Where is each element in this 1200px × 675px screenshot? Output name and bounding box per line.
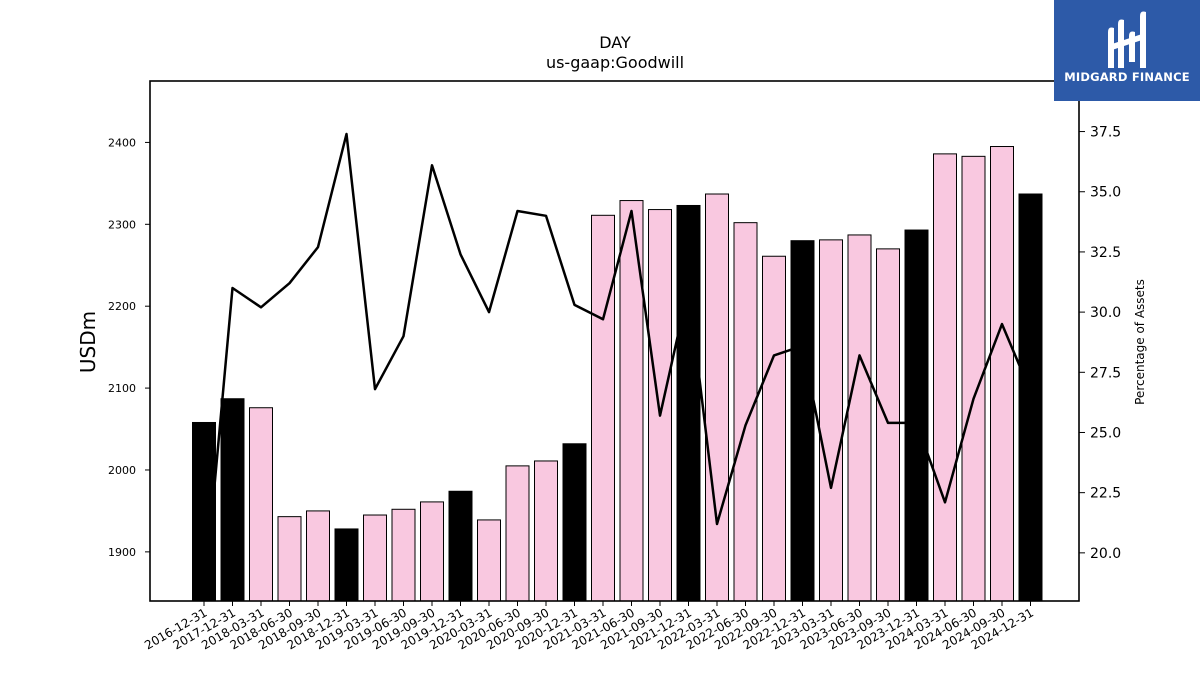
bar-2022-12-31 — [790, 240, 815, 602]
bar-2020-09-30 — [534, 460, 558, 602]
x-axis-ticks: 2016-12-312017-12-312018-03-312018-06-30… — [142, 601, 1036, 652]
bar-2019-09-30 — [420, 501, 444, 602]
logo-text: MIDGARD FINANCE — [1064, 70, 1190, 84]
y2-axis-label: Percentage of Assets — [1133, 279, 1147, 405]
bar-2021-09-30 — [648, 209, 672, 602]
bar-2024-09-30 — [990, 146, 1014, 602]
percentage-line-series — [202, 132, 1032, 602]
y2-tick-label: 20.0 — [1090, 546, 1121, 562]
y2-tick-label: 32.5 — [1090, 245, 1121, 261]
plot-frame — [149, 80, 1080, 602]
chart-subtitle: us-gaap:Goodwill — [546, 53, 684, 72]
y-tick-label: 2300 — [108, 218, 136, 231]
y-tick-label: 2200 — [108, 300, 136, 313]
bar-2024-12-31 — [1018, 193, 1043, 602]
y-tick-label: 2100 — [108, 382, 136, 395]
bar-2022-03-31 — [705, 193, 729, 602]
percentage-line — [202, 132, 1032, 602]
bar-series — [192, 146, 1043, 602]
bar-2017-12-31 — [220, 398, 245, 602]
right-axis-ticks: 20.0 22.5 25.0 27.5 30.0 32.5 35.0 37.5 — [1079, 125, 1121, 562]
midgard-finance-logo: MIDGARD FINANCE — [1054, 0, 1200, 101]
bar-2023-06-30 — [847, 234, 872, 602]
y-tick-label: 2400 — [108, 136, 136, 149]
y2-tick-label: 27.5 — [1090, 365, 1121, 381]
bar-2023-09-30 — [876, 248, 900, 602]
bar-2019-06-30 — [391, 508, 416, 602]
y2-tick-label: 37.5 — [1090, 125, 1121, 141]
midgard-logo-icon — [1108, 11, 1146, 68]
bar-2024-03-31 — [933, 153, 957, 602]
y-tick-label: 1900 — [108, 546, 136, 559]
y-axis-label: USDm — [76, 311, 100, 373]
bar-2020-03-31 — [477, 519, 501, 602]
bar-2019-03-31 — [363, 514, 387, 602]
y2-tick-label: 35.0 — [1090, 185, 1121, 201]
y2-tick-label: 25.0 — [1090, 425, 1121, 441]
bar-2021-03-31 — [591, 214, 615, 602]
chart-title: DAY — [599, 33, 631, 52]
bar-2020-06-30 — [505, 465, 530, 602]
bar-2023-12-31 — [904, 229, 929, 602]
y-tick-label: 2000 — [108, 464, 136, 477]
bar-2018-09-30 — [306, 510, 330, 602]
bar-2020-12-31 — [562, 443, 587, 602]
bar-2022-09-30 — [762, 255, 786, 602]
y2-tick-label: 22.5 — [1090, 486, 1121, 502]
bar-2022-06-30 — [733, 222, 758, 602]
bar-2018-03-31 — [249, 407, 273, 602]
bar-2018-12-31 — [334, 528, 359, 602]
bar-2018-06-30 — [277, 516, 302, 602]
y2-tick-label: 30.0 — [1090, 305, 1121, 321]
bar-2019-12-31 — [448, 490, 473, 602]
bar-2021-12-31 — [676, 204, 701, 602]
bar-2023-03-31 — [819, 239, 843, 602]
left-axis-ticks: 1900 2000 2100 2200 2300 2400 — [108, 136, 150, 559]
